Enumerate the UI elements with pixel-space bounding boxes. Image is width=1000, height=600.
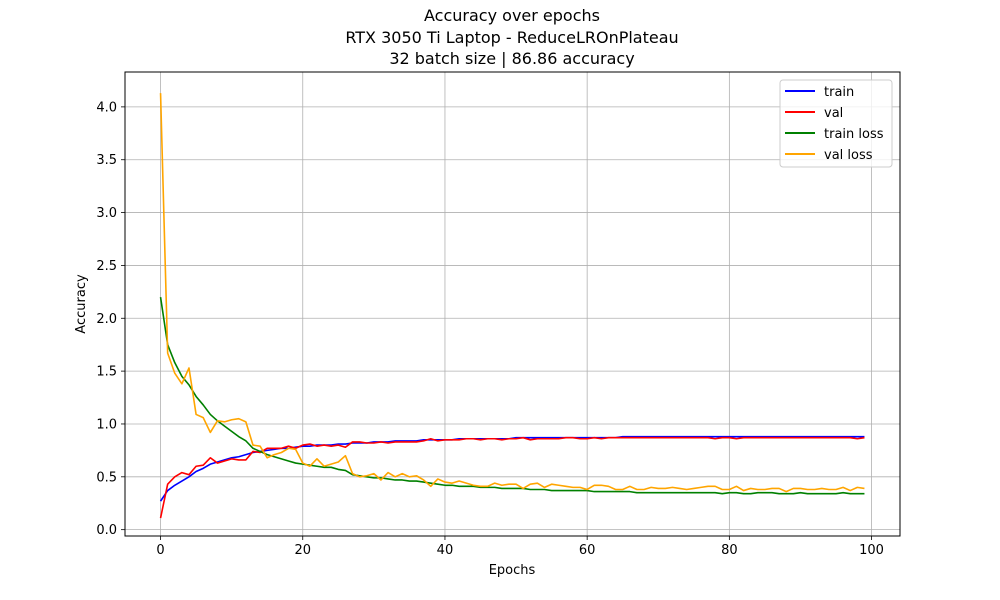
x-axis-ticks: 0 20 40 60 80 100 bbox=[156, 536, 884, 558]
x-tick-label: 60 bbox=[579, 543, 596, 558]
chart-title-line-1: Accuracy over epochs bbox=[424, 6, 600, 25]
y-tick-label: 3.0 bbox=[96, 206, 117, 221]
chart-title-line-2: RTX 3050 Ti Laptop - ReduceLROnPlateau bbox=[345, 28, 678, 47]
y-tick-label: 4.0 bbox=[96, 100, 117, 115]
x-tick-label: 40 bbox=[437, 543, 454, 558]
legend-label-val-loss: val loss bbox=[824, 148, 873, 163]
y-tick-label: 2.5 bbox=[96, 259, 117, 274]
x-tick-label: 100 bbox=[859, 543, 884, 558]
plot-area-frame bbox=[124, 71, 901, 537]
legend: train val train loss val loss bbox=[779, 79, 893, 168]
series-line-train-loss bbox=[159, 297, 865, 495]
legend-label-train: train bbox=[824, 85, 854, 100]
series-line-train bbox=[159, 435, 865, 502]
y-tick-label: 2.0 bbox=[96, 312, 117, 327]
legend-label-val: val bbox=[824, 106, 843, 121]
series-line-val bbox=[159, 436, 865, 519]
y-axis-label: Accuracy bbox=[74, 274, 89, 334]
y-tick-label: 1.5 bbox=[96, 365, 117, 380]
chart-title-line-3: 32 batch size | 86.86 accuracy bbox=[389, 49, 634, 68]
y-tick-label: 0.0 bbox=[96, 523, 117, 538]
chart-title: Accuracy over epochs RTX 3050 Ti Laptop … bbox=[345, 6, 678, 68]
x-tick-label: 80 bbox=[721, 543, 738, 558]
y-tick-label: 0.5 bbox=[96, 470, 117, 485]
x-tick-label: 0 bbox=[156, 543, 164, 558]
y-tick-label: 1.0 bbox=[96, 417, 117, 432]
series-line-val-loss bbox=[159, 93, 865, 493]
y-tick-label: 3.5 bbox=[96, 153, 117, 168]
legend-label-train-loss: train loss bbox=[824, 127, 884, 142]
x-tick-label: 20 bbox=[294, 543, 311, 558]
series-lines bbox=[159, 93, 865, 519]
x-axis-label: Epochs bbox=[489, 563, 536, 578]
legend-box bbox=[779, 79, 893, 168]
y-axis-ticks: 0.0 0.5 1.0 1.5 2.0 2.5 3.0 3.5 4.0 bbox=[96, 100, 125, 538]
